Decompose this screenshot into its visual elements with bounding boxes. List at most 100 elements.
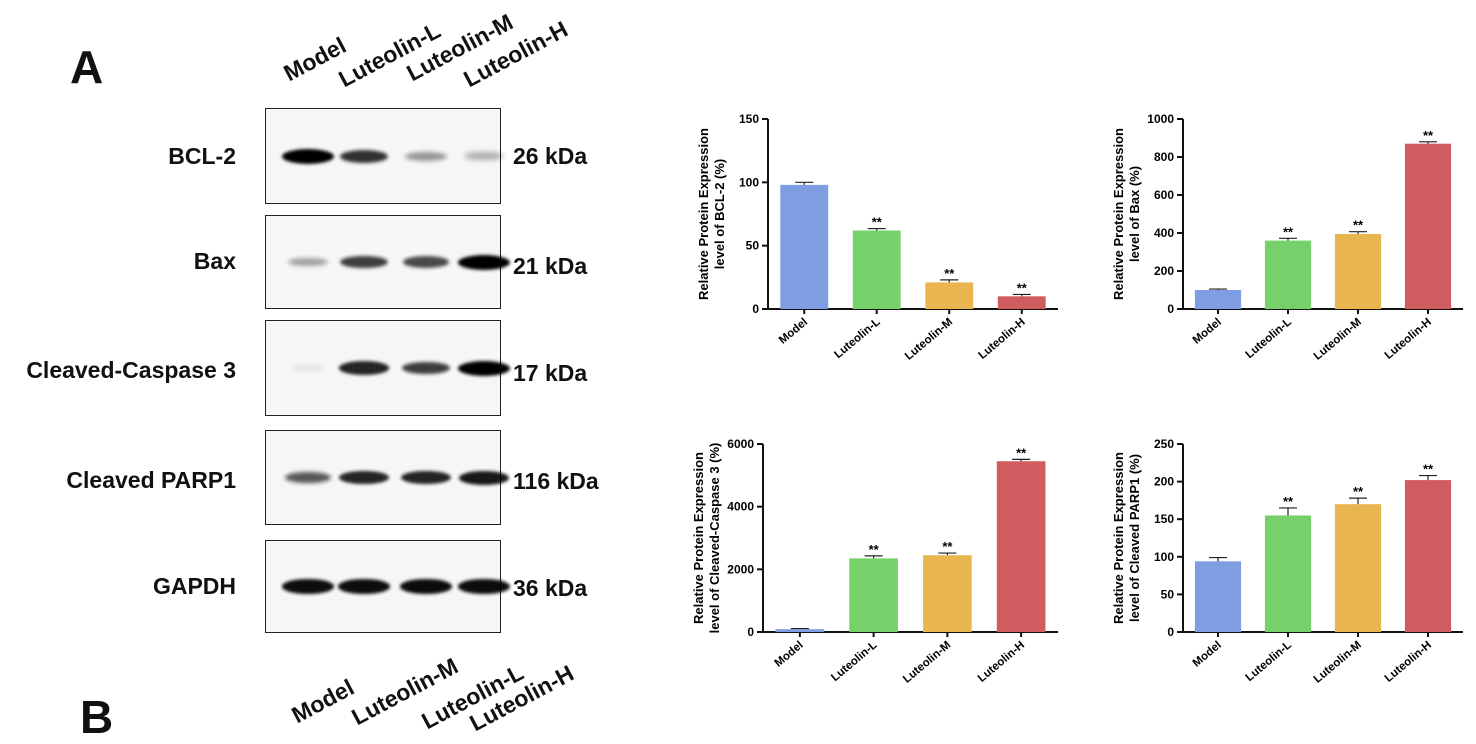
x-tick-label: Luteolin-M (903, 316, 955, 363)
bar (1404, 480, 1452, 632)
bar (780, 184, 829, 309)
panel-label-b: B (80, 691, 114, 743)
y-tick-label: 0 (1167, 302, 1174, 316)
blot-band (401, 470, 451, 485)
x-tick-label: Luteolin-M (1312, 639, 1364, 686)
x-tick-label: Model (773, 639, 806, 670)
blot-label: BCL-2 (168, 143, 236, 169)
blot-label: Bax (193, 248, 236, 274)
y-tick-label: 0 (747, 625, 754, 639)
blot-band (339, 361, 389, 375)
blot-band (405, 151, 447, 161)
bar (1404, 143, 1452, 309)
y-axis-label: Relative Protein Expression (696, 128, 711, 300)
blot-band (287, 257, 329, 267)
blot-band (402, 256, 450, 268)
significance-marker: ** (944, 266, 955, 281)
y-tick-label: 100 (739, 175, 759, 189)
blot-image-bcl2 (265, 108, 504, 204)
bar (996, 461, 1046, 632)
blot-band (285, 471, 331, 484)
y-axis-label: Relative Protein Expression (1111, 128, 1126, 300)
blot-kda: 21 kDa (513, 253, 588, 279)
x-tick-label: Luteolin-L (1244, 639, 1294, 684)
bar (1194, 290, 1242, 309)
blot-image-bax (265, 215, 510, 309)
significance-marker: ** (1353, 218, 1364, 233)
x-tick-label: Model (1191, 316, 1224, 347)
x-tick-label: Luteolin-M (1312, 316, 1364, 363)
bar (925, 282, 974, 309)
x-tick-label: Luteolin-H (976, 316, 1027, 362)
blot-band (282, 148, 334, 164)
blot-band (340, 255, 388, 269)
y-tick-label: 4000 (727, 500, 754, 514)
x-tick-label: Luteolin-H (976, 639, 1027, 685)
y-tick-label: 100 (1154, 550, 1174, 564)
y-tick-label: 400 (1154, 226, 1174, 240)
x-tick-label: Luteolin-H (1383, 639, 1434, 685)
y-tick-label: 200 (1154, 264, 1174, 278)
y-axis-label: Relative Protein Expression (691, 452, 706, 624)
y-tick-label: 200 (1154, 475, 1174, 489)
blot-band (290, 365, 326, 371)
bar (1334, 233, 1382, 309)
y-tick-label: 250 (1154, 437, 1174, 451)
bar (1264, 515, 1312, 632)
blot-kda: 116 kDa (513, 468, 599, 494)
y-tick-label: 800 (1154, 150, 1174, 164)
y-tick-label: 150 (739, 112, 759, 126)
blot-band (458, 470, 510, 485)
y-tick-label: 600 (1154, 188, 1174, 202)
bar (1194, 561, 1242, 632)
significance-marker: ** (1423, 128, 1434, 143)
significance-marker: ** (872, 215, 883, 230)
x-tick-label: Luteolin-L (829, 639, 879, 684)
blot-band (282, 579, 334, 594)
blot-kda: 26 kDa (513, 143, 588, 169)
x-tick-label: Model (1191, 639, 1224, 670)
significance-marker: ** (1423, 462, 1434, 477)
blot-image-gapdh (265, 540, 510, 633)
blot-image-cleaved-caspase3 (265, 320, 510, 416)
blot-band (458, 254, 510, 270)
blot-band (400, 579, 452, 594)
significance-marker: ** (1353, 484, 1364, 499)
y-tick-label: 1000 (1147, 112, 1174, 126)
bar-chart-bax: Relative Protein Expression level of Bax … (1111, 112, 1463, 363)
y-axis-label: level of BCL-2 (%) (712, 159, 727, 270)
blot-band (458, 579, 510, 594)
lane-header-model-b: Model (287, 673, 359, 729)
bar (923, 555, 972, 632)
y-tick-label: 50 (1161, 587, 1175, 601)
significance-marker: ** (1283, 224, 1294, 239)
y-axis-label: level of Cleaved-Caspase 3 (%) (707, 443, 722, 634)
significance-marker: ** (1016, 445, 1027, 460)
y-tick-label: 0 (752, 302, 759, 316)
bar-chart-cleaved-caspase3: Relative Protein Expression level of Clea… (691, 437, 1058, 686)
y-tick-label: 50 (746, 239, 760, 253)
blot-band (339, 470, 389, 485)
y-axis-label: level of Bax (%) (1127, 166, 1142, 262)
bar (849, 558, 898, 632)
bar (1334, 504, 1382, 632)
bar-chart-cleaved-parp1: Relative Protein Expression level of Clea… (1111, 437, 1463, 686)
bar-chart-bcl2: Relative Protein Expression level of BCL-… (696, 112, 1058, 363)
y-tick-label: 0 (1167, 625, 1174, 639)
significance-marker: ** (1283, 494, 1294, 509)
bar (1264, 240, 1312, 309)
blot-kda: 17 kDa (513, 360, 588, 386)
blot-band (464, 152, 504, 160)
panel-label-a: A (70, 41, 104, 93)
blot-label: Cleaved-Caspase 3 (26, 357, 236, 383)
y-axis-label: level of Cleaved PARP1 (%) (1127, 454, 1142, 622)
blot-band (339, 149, 389, 163)
blot-label: Cleaved PARP1 (66, 467, 236, 493)
bar (997, 296, 1046, 309)
y-tick-label: 2000 (727, 562, 754, 576)
significance-marker: ** (869, 542, 880, 557)
x-tick-label: Model (777, 316, 810, 347)
bar (852, 230, 901, 309)
x-tick-label: Luteolin-L (1244, 316, 1294, 361)
significance-marker: ** (1017, 280, 1028, 295)
